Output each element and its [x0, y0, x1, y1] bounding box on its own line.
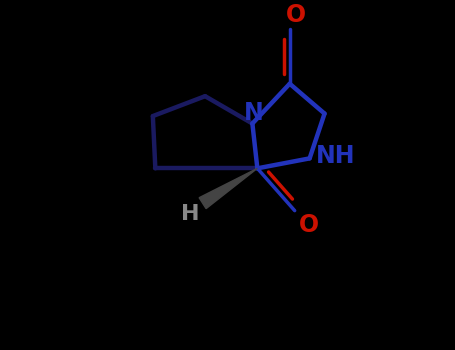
Text: NH: NH — [316, 144, 355, 168]
Text: N: N — [243, 100, 263, 125]
Text: H: H — [181, 204, 199, 224]
Text: O: O — [298, 212, 318, 237]
Polygon shape — [199, 168, 258, 209]
Text: O: O — [286, 3, 306, 27]
